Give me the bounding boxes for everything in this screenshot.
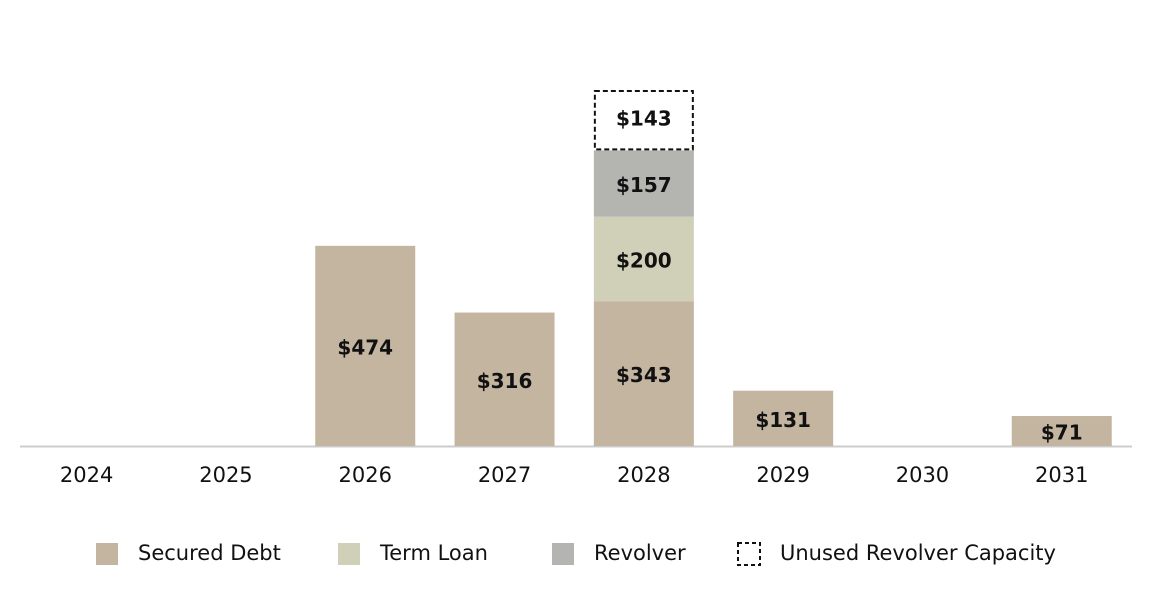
bar-segment bbox=[593, 90, 694, 151]
bar-segment bbox=[593, 150, 694, 217]
x-tick-label: 2024 bbox=[60, 463, 113, 487]
bar-segment bbox=[733, 390, 834, 446]
bar-segment bbox=[454, 312, 555, 446]
bar-segment bbox=[593, 216, 694, 302]
bar-segment bbox=[593, 301, 694, 446]
bar-segment bbox=[1011, 416, 1112, 446]
x-tick-label: 2028 bbox=[617, 463, 670, 487]
x-tick-label: 2031 bbox=[1035, 463, 1088, 487]
bar-segment bbox=[315, 245, 416, 446]
legend-swatch bbox=[338, 543, 360, 565]
legend-label: Unused Revolver Capacity bbox=[780, 541, 1056, 565]
x-tick-label: 2025 bbox=[199, 463, 252, 487]
x-tick-label: 2029 bbox=[756, 463, 809, 487]
legend-label: Secured Debt bbox=[138, 541, 281, 565]
value-label: $131 bbox=[755, 408, 811, 432]
x-tick-label: 2026 bbox=[339, 463, 392, 487]
value-label: $143 bbox=[616, 107, 672, 131]
legend-swatch bbox=[737, 542, 761, 566]
value-label: $71 bbox=[1041, 421, 1083, 445]
legend-label: Term Loan bbox=[379, 541, 488, 565]
value-label: $157 bbox=[616, 173, 672, 197]
value-label: $316 bbox=[477, 369, 533, 393]
value-label: $343 bbox=[616, 363, 672, 387]
legend-label: Revolver bbox=[594, 541, 686, 565]
value-label: $200 bbox=[616, 248, 672, 272]
legend-swatch bbox=[96, 543, 118, 565]
x-tick-label: 2027 bbox=[478, 463, 531, 487]
legend-swatch bbox=[552, 543, 574, 565]
value-label: $474 bbox=[337, 335, 393, 359]
x-tick-label: 2030 bbox=[896, 463, 949, 487]
